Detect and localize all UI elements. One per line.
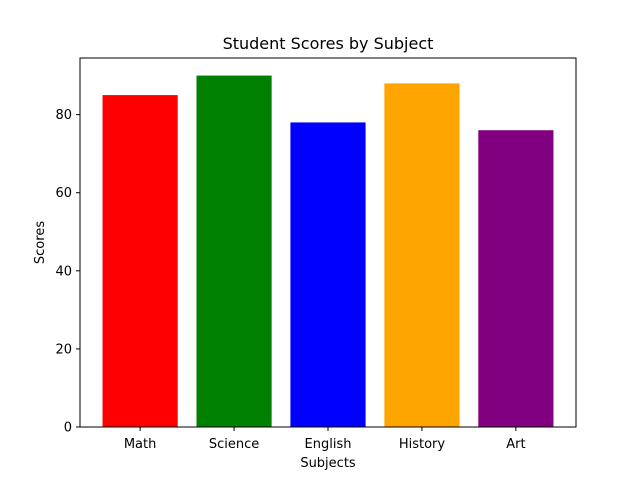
y-tick-label: 0 [64,421,72,436]
bar-science [196,75,272,428]
x-tick-label: English [305,437,352,452]
x-tick-label: Math [124,437,157,452]
y-tick-label: 60 [55,186,72,201]
y-axis-label: Scores [33,221,48,264]
y-tick-label: 80 [55,108,72,123]
bar-english [290,122,366,427]
bars-group [102,75,554,428]
ticks-group: Math Science English History Art 0 20 40 60 80 [55,108,525,452]
y-tick-label: 40 [55,264,72,279]
bar-history [384,83,460,427]
bar-art [478,130,554,427]
bar-math [102,95,178,427]
x-tick-label: Science [209,437,259,452]
x-tick-label: History [399,437,446,452]
y-tick-label: 20 [55,342,72,357]
x-axis-label: Subjects [300,456,356,471]
chart-title: Student Scores by Subject [223,34,434,53]
x-tick-label: Art [506,437,525,452]
plot-frame [79,57,577,428]
